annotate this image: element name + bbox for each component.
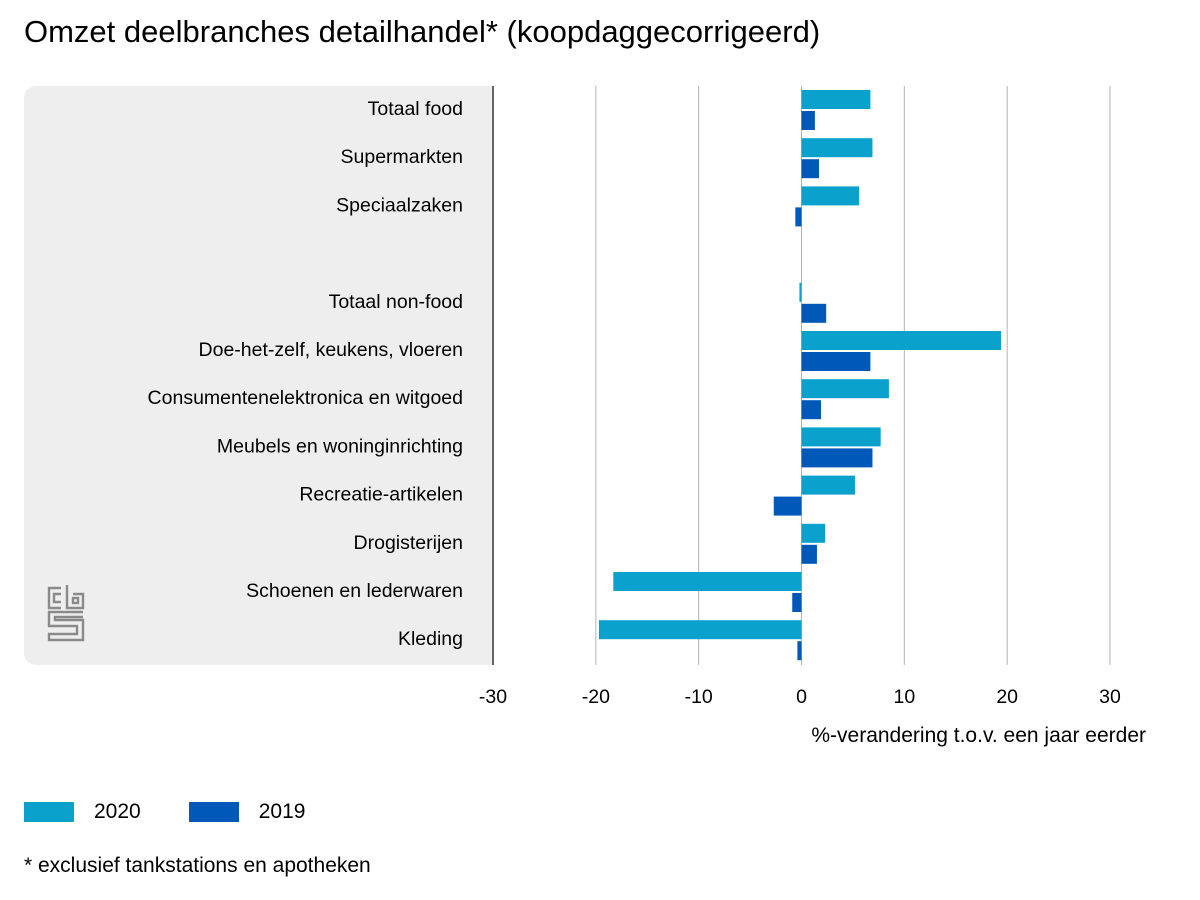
bar-2019 <box>801 159 819 179</box>
category-label: Kleding <box>398 628 463 650</box>
bar-2019 <box>797 641 802 661</box>
legend-label-2019: 2019 <box>258 800 306 823</box>
bar-2019 <box>801 400 822 420</box>
category-label: Consumentenelektronica en witgoed <box>148 387 463 409</box>
bar-2020 <box>801 138 873 158</box>
bar-2020 <box>799 282 802 302</box>
legend-label-2020: 2020 <box>94 800 141 823</box>
bar-2019 <box>801 111 815 130</box>
bar-2019 <box>801 352 871 371</box>
x-tick-label: 10 <box>893 686 915 708</box>
category-label: Speciaalzaken <box>336 194 463 216</box>
legend-item-2020: 2020 <box>24 800 141 824</box>
bar-2020 <box>801 475 855 495</box>
category-label: Supermarkten <box>341 146 463 168</box>
x-tick-label: -20 <box>582 686 610 708</box>
bar-2019 <box>795 207 802 227</box>
bar-2020 <box>801 379 889 399</box>
x-tick-label: 30 <box>1099 686 1121 708</box>
chart-title: Omzet deelbranches detailhandel* (koopda… <box>24 14 821 49</box>
category-label: Totaal food <box>368 98 463 120</box>
category-label: Drogisterijen <box>354 532 463 554</box>
x-tick-label: 20 <box>996 686 1018 708</box>
legend-swatch-2020 <box>24 802 74 822</box>
category-panel <box>24 86 493 665</box>
bar-2020 <box>801 331 1001 350</box>
bar-2019 <box>773 496 802 516</box>
legend: 2020 2019 <box>24 800 353 824</box>
x-tick-label: -10 <box>685 686 713 708</box>
bar-2020 <box>598 620 802 640</box>
bar-2019 <box>801 544 817 564</box>
footnote: * exclusief tankstations en apotheken <box>24 854 371 877</box>
category-label: Recreatie-artikelen <box>299 484 463 506</box>
category-label: Doe-het-zelf, keukens, vloeren <box>199 339 463 361</box>
x-tick-label: -30 <box>479 686 507 708</box>
bar-2020 <box>801 186 860 206</box>
category-label: Meubels en woninginrichting <box>217 435 463 457</box>
category-label: Totaal non-food <box>329 291 463 313</box>
bar-2019 <box>801 303 827 323</box>
cbs-logo-icon <box>47 585 85 642</box>
x-axis-title: %-verandering t.o.v. een jaar eerder <box>811 724 1146 747</box>
bar-2020 <box>801 90 871 109</box>
x-tick-label: 0 <box>796 686 807 708</box>
bar-2020 <box>613 572 802 591</box>
bar-2020 <box>801 523 826 543</box>
bar-2019 <box>792 593 802 612</box>
bar-chart: -30 -20 -10 0 10 20 30 Totaal food Supermarkten S… <box>148 86 1121 708</box>
legend-item-2019: 2019 <box>188 800 306 824</box>
bar-2019 <box>801 448 873 468</box>
category-label: Schoenen en lederwaren <box>246 580 463 602</box>
bar-2020 <box>801 427 881 447</box>
legend-swatch-2019 <box>188 802 239 822</box>
